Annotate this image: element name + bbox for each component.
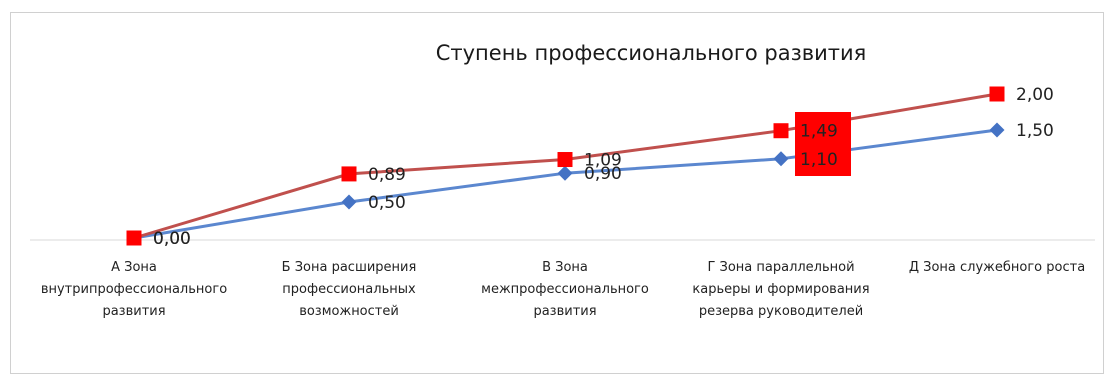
x-tick-label-line: В Зона <box>542 260 588 275</box>
x-tick-label: А Зона внутрипрофессионального развития <box>29 257 239 323</box>
chart-frame: Ступень профессионального развития <box>10 12 1104 374</box>
series-1-line <box>133 128 998 240</box>
series-1-data-label: 0,90 <box>584 164 622 184</box>
series-2-data-label: 1,09 <box>584 151 622 171</box>
x-tick-label-line: резерва руководителей <box>698 304 864 319</box>
x-tick-label-line: Д Зона служебного роста <box>908 260 1086 275</box>
highlight-box <box>795 112 851 176</box>
series-1-data-label: 0,00 <box>153 229 191 249</box>
series-1-marker <box>989 122 1005 138</box>
x-tick-label: В Зона межпрофессионального развития <box>460 257 670 323</box>
x-tick-label-line: развития <box>102 304 166 319</box>
x-tick-label-line: А Зона <box>111 260 157 275</box>
series-2-data-label: 0,89 <box>368 165 406 185</box>
series-2-marker <box>557 152 573 168</box>
x-tick-label-line: Б Зона расширения <box>281 260 417 275</box>
series-1-data-label: 1,10 <box>800 150 838 170</box>
x-tick-label: Б Зона расширения профессиональных возможн… <box>244 257 454 323</box>
x-tick-label-line: развития <box>533 304 597 319</box>
series-1-marker <box>341 194 357 210</box>
x-tick-label: Г Зона параллельной карьеры и формировани… <box>676 257 886 323</box>
series-2-data-label: 1,49 <box>800 122 838 142</box>
series-1-data-label: 1,50 <box>1016 121 1054 141</box>
x-tick-label-line: карьеры и формирования <box>692 282 870 297</box>
x-tick-label-line: возможностей <box>299 304 399 319</box>
series-2-marker <box>341 166 357 182</box>
series-1-data-label: 0,50 <box>368 193 406 213</box>
series-2-marker <box>989 86 1005 102</box>
x-tick-label-line: профессиональных <box>282 282 416 297</box>
series-2-marker <box>126 230 142 246</box>
series-2-data-label: 0,00 <box>153 229 191 249</box>
x-tick-label-line: межпрофессионального <box>481 282 649 297</box>
x-tick-label: Д Зона служебного роста <box>892 257 1102 279</box>
series-2-marker <box>773 123 789 139</box>
series-1-marker <box>557 165 573 181</box>
series-1-marker <box>773 151 789 167</box>
series-2-data-label: 2,00 <box>1016 85 1054 105</box>
chart-title: Ступень профессионального развития <box>435 41 867 65</box>
x-tick-label-line: внутрипрофессионального <box>40 282 228 297</box>
x-tick-label-line: Г Зона параллельной <box>707 260 855 275</box>
